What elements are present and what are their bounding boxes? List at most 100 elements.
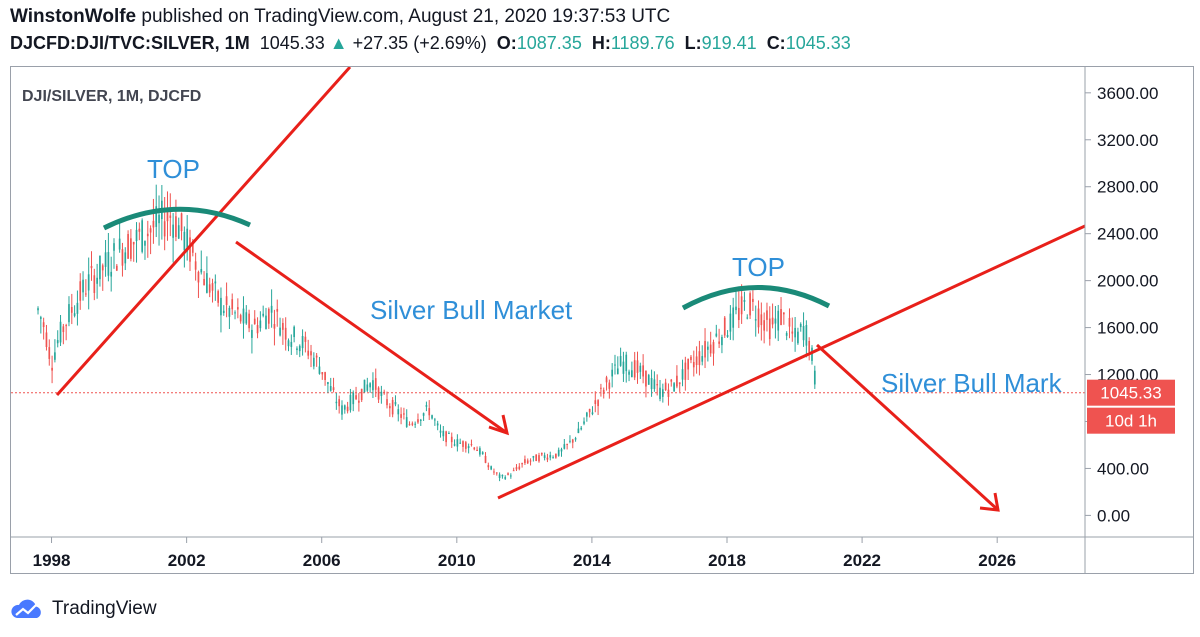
candle — [766, 302, 768, 332]
tradingview-cloud-icon — [11, 599, 41, 618]
trend-line-up-1998[interactable] — [55, 67, 352, 396]
candle — [754, 305, 757, 337]
chart-frame — [10, 66, 1194, 574]
candle — [673, 382, 675, 392]
candle — [549, 451, 552, 461]
candle — [341, 400, 343, 420]
candle — [571, 438, 574, 449]
candle — [704, 328, 706, 369]
published-text: published on TradingView.com, August 21,… — [141, 6, 671, 27]
candle — [45, 324, 48, 351]
candle — [138, 222, 141, 241]
candle — [715, 324, 718, 338]
candle — [115, 263, 118, 272]
candle — [214, 274, 217, 301]
candle — [487, 462, 490, 471]
candle — [501, 474, 504, 479]
candle — [273, 309, 276, 346]
candle — [459, 438, 462, 444]
candle — [397, 404, 400, 422]
candle — [51, 355, 53, 384]
trend-line-down-2002[interactable] — [235, 240, 508, 435]
candle — [436, 420, 439, 431]
candle — [335, 393, 338, 410]
top-arc-right[interactable] — [681, 285, 831, 311]
candle — [279, 317, 281, 337]
change-value: +27.35 (+2.69%) — [352, 33, 487, 53]
candle — [175, 199, 177, 242]
x-tick-label: 2010 — [438, 551, 476, 570]
y-tick-label: 3600.00 — [1097, 84, 1158, 103]
candle — [653, 371, 656, 392]
candle — [543, 452, 546, 461]
candle — [473, 446, 476, 451]
candle — [135, 222, 138, 263]
candle — [248, 309, 250, 333]
candle — [797, 327, 799, 345]
candle — [253, 310, 256, 325]
candle — [597, 399, 599, 416]
candle — [301, 329, 304, 356]
x-tick-label: 2018 — [708, 551, 746, 570]
candle — [267, 307, 270, 329]
candle — [37, 306, 39, 315]
candle — [768, 306, 771, 346]
candle — [68, 296, 70, 327]
y-tick-label: 2800.00 — [1097, 178, 1158, 197]
candle — [310, 344, 312, 368]
tradingview-footer[interactable]: TradingView — [10, 598, 157, 620]
candle — [54, 339, 56, 363]
candle — [403, 407, 405, 420]
trend-line-support-2011[interactable] — [497, 224, 1085, 500]
candle — [70, 293, 73, 325]
candle — [386, 391, 388, 409]
trend-line-down-2020[interactable] — [815, 343, 1000, 512]
candle — [65, 323, 68, 341]
candle — [813, 365, 816, 389]
y-tick-label: 2000.00 — [1097, 272, 1158, 291]
candle — [298, 344, 301, 358]
y-tick-label: 2400.00 — [1097, 225, 1158, 244]
candle — [783, 312, 785, 325]
candle — [521, 462, 523, 468]
candle — [507, 472, 509, 476]
candle — [532, 455, 535, 462]
candle — [785, 331, 788, 341]
candle — [591, 406, 594, 416]
candle — [774, 306, 777, 339]
candle — [360, 388, 363, 402]
candle — [76, 290, 79, 326]
candle — [743, 291, 746, 311]
candle — [712, 339, 715, 366]
candle — [512, 467, 515, 472]
candle — [113, 238, 115, 269]
candle — [414, 421, 417, 428]
candle — [358, 393, 360, 412]
top-arc-left[interactable] — [102, 206, 252, 231]
candle — [791, 317, 794, 342]
candle — [808, 337, 811, 361]
arrow-head-2011-icon — [488, 414, 510, 436]
low-value: 919.41 — [701, 33, 757, 53]
candle — [346, 401, 349, 414]
candle — [93, 268, 96, 301]
candle — [307, 339, 310, 360]
author-name[interactable]: WinstonWolfe — [10, 6, 137, 27]
candle — [450, 432, 453, 448]
candle — [372, 372, 374, 399]
candle — [746, 314, 749, 320]
candle — [625, 351, 628, 383]
candle — [400, 407, 402, 425]
x-tick-label: 2002 — [168, 551, 206, 570]
candle — [476, 446, 478, 452]
candle — [667, 383, 670, 406]
candle — [552, 455, 554, 459]
candle — [265, 307, 267, 330]
candle — [442, 426, 445, 442]
candle — [200, 250, 203, 275]
candle — [312, 352, 315, 370]
candle — [616, 356, 619, 375]
candle — [538, 452, 540, 463]
x-tick-label: 2026 — [978, 551, 1016, 570]
